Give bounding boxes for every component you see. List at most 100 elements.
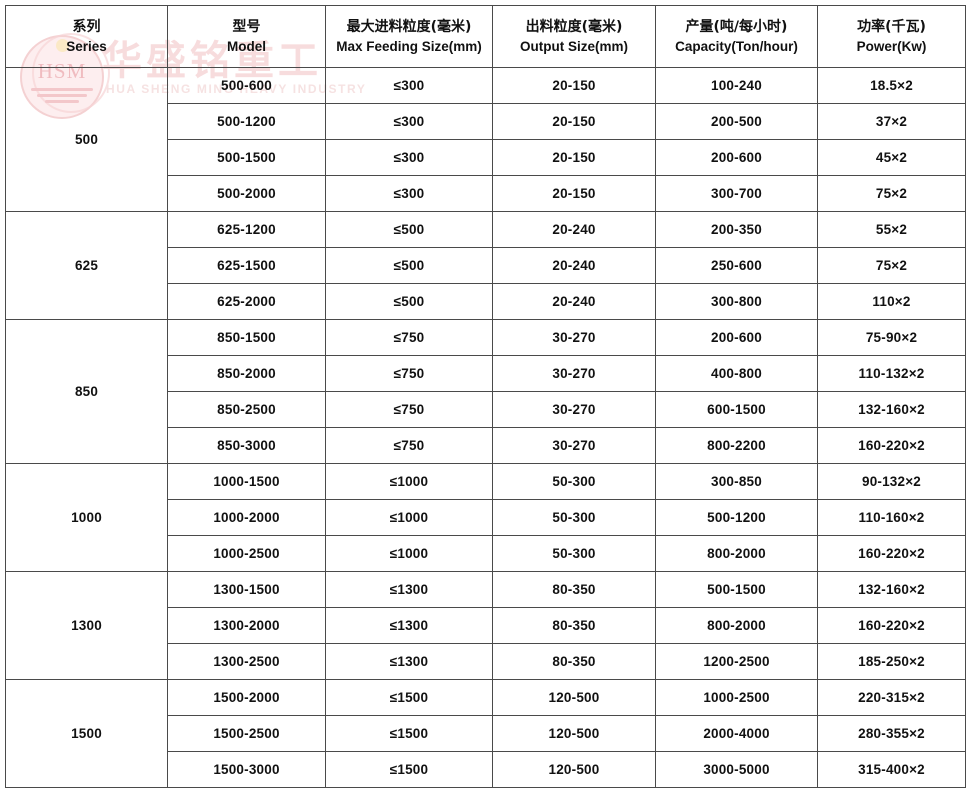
- output-size-cell: 20-240: [492, 283, 656, 320]
- table-row: 1500 1500-2000 ≤1500 120-500 1000-2500 220-31…: [5, 679, 966, 788]
- header-en-capacity: Capacity(Ton/hour): [675, 38, 798, 54]
- output-size-cell: 50-300: [492, 535, 656, 572]
- power-cell: 220-315×2: [817, 679, 966, 716]
- model-cell: 1500-2000: [167, 679, 326, 716]
- capacity-cell: 200-350: [655, 211, 818, 248]
- capacity-cell: 800-2000: [655, 607, 818, 644]
- power-cell: 37×2: [817, 103, 966, 140]
- model-cell: 500-1500: [167, 139, 326, 176]
- series-cell: 625: [5, 211, 168, 320]
- model-cell: 1300-2500: [167, 643, 326, 680]
- header-en-series: Series: [66, 38, 107, 54]
- feeding-size-cell: ≤1500: [325, 679, 493, 716]
- output-size-cell: 50-300: [492, 499, 656, 536]
- model-cell: 500-1200: [167, 103, 326, 140]
- power-cell: 75×2: [817, 247, 966, 284]
- power-cell: 160-220×2: [817, 535, 966, 572]
- output-size-cell: 30-270: [492, 391, 656, 428]
- series-cell: 1000: [5, 463, 168, 572]
- power-cell: 75-90×2: [817, 319, 966, 356]
- feeding-size-cell: ≤1000: [325, 499, 493, 536]
- power-cell: 75×2: [817, 175, 966, 212]
- series-cell: 850: [5, 319, 168, 464]
- column-header-feeding-size: 最大进料粒度(毫米) Max Feeding Size(mm): [325, 5, 493, 68]
- capacity-cell: 800-2200: [655, 427, 818, 464]
- feeding-size-cell: ≤300: [325, 139, 493, 176]
- model-cell: 500-2000: [167, 175, 326, 212]
- table-row: 850-3000 ≤750 30-270 800-2200 160-220×2: [6, 427, 966, 464]
- output-size-cell: 20-150: [492, 103, 656, 140]
- header-en-power: Power(Kw): [856, 38, 927, 54]
- model-cell: 850-3000: [167, 427, 326, 464]
- header-cn-power: 功率(千瓦): [857, 18, 926, 35]
- model-cell: 625-1200: [167, 211, 326, 248]
- capacity-cell: 200-600: [655, 319, 818, 356]
- capacity-cell: 300-850: [655, 463, 818, 500]
- capacity-cell: 100-240: [655, 67, 818, 104]
- output-size-cell: 20-240: [492, 247, 656, 284]
- capacity-cell: 500-1200: [655, 499, 818, 536]
- model-cell: 625-1500: [167, 247, 326, 284]
- power-cell: 110×2: [817, 283, 966, 320]
- column-header-capacity: 产量(吨/每小时) Capacity(Ton/hour): [655, 5, 818, 68]
- feeding-size-cell: ≤500: [325, 211, 493, 248]
- header-cn-model: 型号: [232, 18, 261, 35]
- column-header-series: 系列 Series: [5, 5, 168, 68]
- table-row: 625-2000 ≤500 20-240 300-800 110×2: [6, 283, 966, 320]
- table-row: 850 850-1500 ≤750 30-270 200-600 75-90×2: [5, 319, 966, 464]
- capacity-cell: 200-500: [655, 103, 818, 140]
- table-row: 500 500-600 ≤300 20-150 100-240 18.5×2: [5, 67, 966, 212]
- output-size-cell: 80-350: [492, 571, 656, 608]
- capacity-cell: 300-700: [655, 175, 818, 212]
- header-cn-output-size: 出料粒度(毫米): [525, 18, 623, 35]
- feeding-size-cell: ≤300: [325, 67, 493, 104]
- power-cell: 110-160×2: [817, 499, 966, 536]
- feeding-size-cell: ≤1300: [325, 607, 493, 644]
- model-cell: 1500-3000: [167, 751, 326, 788]
- capacity-cell: 300-800: [655, 283, 818, 320]
- capacity-cell: 1200-2500: [655, 643, 818, 680]
- header-cn-capacity: 产量(吨/每小时): [685, 18, 788, 35]
- power-cell: 110-132×2: [817, 355, 966, 392]
- power-cell: 90-132×2: [817, 463, 966, 500]
- output-size-cell: 20-150: [492, 139, 656, 176]
- feeding-size-cell: ≤1000: [325, 463, 493, 500]
- power-cell: 132-160×2: [817, 391, 966, 428]
- model-cell: 1000-2000: [167, 499, 326, 536]
- table-body: 500 500-600 ≤300 20-150 100-240 18.5×2 500-120…: [5, 67, 966, 788]
- output-size-cell: 20-240: [492, 211, 656, 248]
- power-cell: 315-400×2: [817, 751, 966, 788]
- power-cell: 55×2: [817, 211, 966, 248]
- column-header-output-size: 出料粒度(毫米) Output Size(mm): [492, 5, 656, 68]
- model-cell: 850-1500: [167, 319, 326, 356]
- output-size-cell: 120-500: [492, 751, 656, 788]
- table-row: 850-2000 ≤750 30-270 400-800 110-132×2: [6, 355, 966, 392]
- feeding-size-cell: ≤1000: [325, 535, 493, 572]
- output-size-cell: 20-150: [492, 175, 656, 212]
- page-root: HSM 华盛铭重工 HUA SHENG MING HEAVY INDUSTRY …: [5, 5, 966, 788]
- series-cell: 500: [5, 67, 168, 212]
- model-cell: 1000-1500: [167, 463, 326, 500]
- feeding-size-cell: ≤750: [325, 355, 493, 392]
- output-size-cell: 50-300: [492, 463, 656, 500]
- column-header-model: 型号 Model: [167, 5, 326, 68]
- table-row: 625 625-1200 ≤500 20-240 200-350 55×2: [5, 211, 966, 320]
- capacity-cell: 500-1500: [655, 571, 818, 608]
- table-row: 1000 1000-1500 ≤1000 50-300 300-850 90-132×2: [5, 463, 966, 572]
- model-cell: 1500-2500: [167, 715, 326, 752]
- power-cell: 160-220×2: [817, 607, 966, 644]
- capacity-cell: 2000-4000: [655, 715, 818, 752]
- power-cell: 18.5×2: [817, 67, 966, 104]
- output-size-cell: 80-350: [492, 643, 656, 680]
- feeding-size-cell: ≤300: [325, 175, 493, 212]
- header-row: 系列 Series 型号 Model 最大进料粒度(毫米) Max Feedin…: [5, 5, 966, 68]
- power-cell: 160-220×2: [817, 427, 966, 464]
- series-cell: 1500: [5, 679, 168, 788]
- feeding-size-cell: ≤500: [325, 283, 493, 320]
- column-header-power: 功率(千瓦) Power(Kw): [817, 5, 966, 68]
- feeding-size-cell: ≤750: [325, 391, 493, 428]
- output-size-cell: 30-270: [492, 319, 656, 356]
- power-cell: 280-355×2: [817, 715, 966, 752]
- header-en-output-size: Output Size(mm): [520, 38, 628, 54]
- output-size-cell: 20-150: [492, 67, 656, 104]
